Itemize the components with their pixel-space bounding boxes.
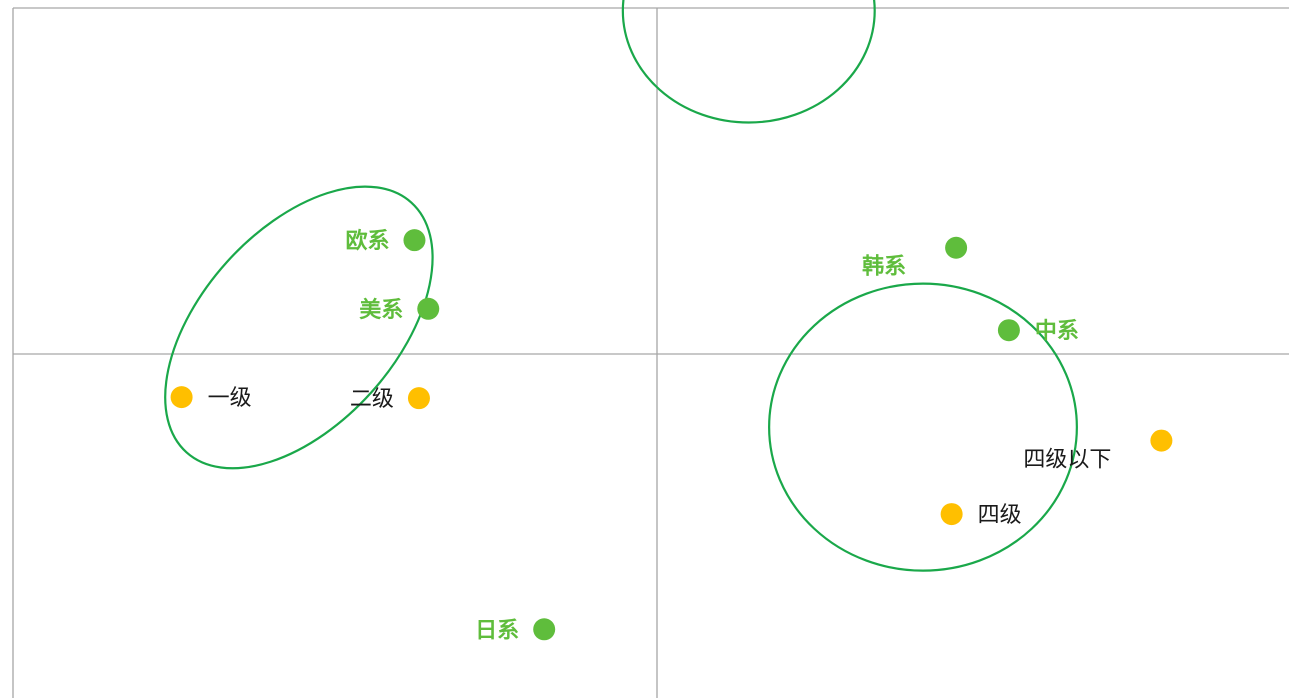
origin-point-9	[945, 236, 968, 259]
axes	[12, 7, 1289, 698]
cluster-ellipse-2	[621, 0, 876, 124]
point-labels: 一级二级三级四级四级以下欧系美系日系韩系中系	[208, 228, 1112, 643]
origin-point-6	[403, 229, 426, 252]
data-points	[170, 229, 1173, 641]
point-label-9: 韩系	[862, 254, 906, 280]
level-point-4	[940, 503, 963, 526]
point-label-8: 日系	[475, 618, 519, 643]
origin-point-8	[533, 618, 556, 641]
origin-point-7	[417, 297, 440, 320]
level-point-5	[1150, 429, 1173, 452]
cluster-ellipse-3	[768, 282, 1078, 572]
cluster-ellipse-1	[164, 185, 434, 470]
point-label-4: 四级	[978, 503, 1022, 528]
origin-point-10	[997, 319, 1020, 342]
point-label-2: 二级	[350, 387, 394, 412]
point-label-5: 四级以下	[1023, 448, 1111, 473]
point-label-1: 一级	[208, 386, 252, 411]
point-label-6: 欧系	[345, 228, 389, 254]
level-point-2	[407, 387, 430, 410]
level-point-1	[170, 386, 193, 409]
point-label-7: 美系	[359, 297, 403, 323]
cluster-outlines	[164, 0, 1078, 572]
point-label-10: 中系	[1035, 319, 1079, 344]
